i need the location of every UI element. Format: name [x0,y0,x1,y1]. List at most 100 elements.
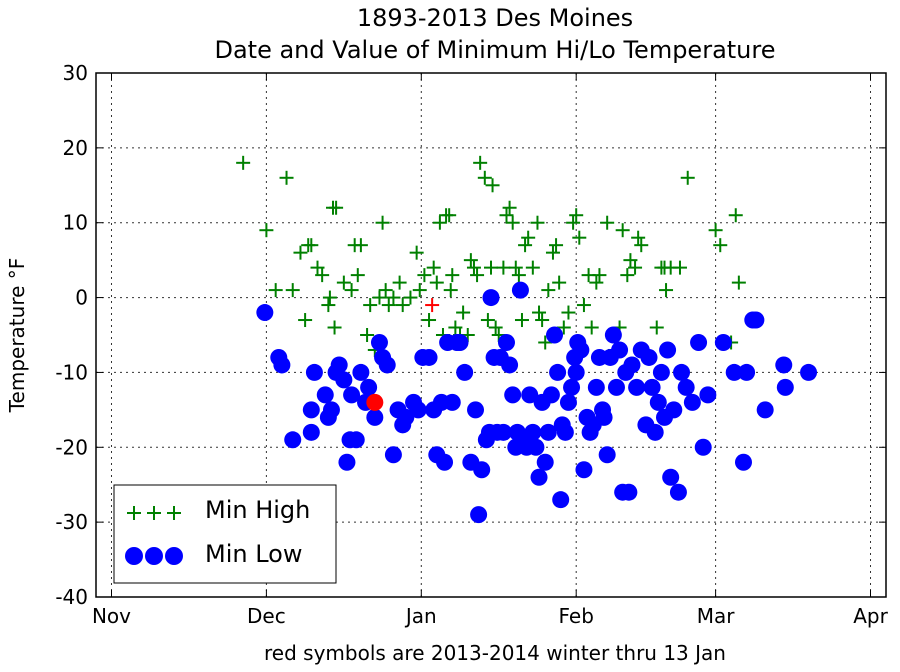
min-low-point [539,423,557,441]
min-high-point [485,178,500,193]
min-high-point [592,268,607,283]
min-high-point [521,230,536,245]
legend-plus-marker [127,506,141,520]
highlight-min-low-point [366,393,384,411]
min-high-point [426,260,441,275]
min-high-point [268,283,283,298]
min-low-point [587,378,605,396]
min-low-point [456,363,474,381]
min-low-point [546,326,564,344]
min-high-point [584,320,599,335]
min-low-point [662,468,680,486]
min-low-point [669,483,687,501]
legend: Min High Min Low [113,484,337,584]
min-low-point [504,386,522,404]
min-high-point [392,275,407,290]
min-high-point [473,155,488,170]
min-low-point [659,341,677,359]
min-high-point [360,328,375,342]
min-low-point [567,363,585,381]
min-low-point [649,393,667,411]
min-high-point [631,230,646,245]
min-high-point [556,320,571,335]
min-high-point [329,200,344,215]
min-low-point [607,378,625,396]
min-high-point [321,298,336,313]
min-low-point [470,506,488,524]
min-low-point [497,333,515,351]
min-high-point [448,320,463,335]
min-low-point [563,378,581,396]
min-low-point [595,408,613,426]
min-high-point [429,275,444,290]
min-high-point [381,298,396,313]
chart-title-line1: 1893-2013 Des Moines [357,4,633,32]
x-tick-label: Feb [558,604,593,628]
min-high-point [572,230,587,245]
min-high-point [514,313,529,328]
legend-circle-marker [145,547,163,565]
min-high-point [350,268,365,283]
min-high-point [378,283,393,298]
min-high-point [649,320,664,335]
min-high-point [499,208,514,223]
min-high-point [386,290,401,305]
min-high-point [236,155,251,170]
min-high-point [518,238,533,253]
min-low-point [643,378,661,396]
min-high-point [488,320,503,335]
x-tick-label: Nov [92,604,131,628]
min-low-point [628,378,646,396]
min-high-point [403,290,418,305]
min-low-point [646,423,664,441]
y-axis-ticks: 30 20 10 0 -10 -20 -30 -40 [55,61,886,609]
legend-circle-marker [165,547,183,565]
min-low-point [756,401,774,419]
min-high-point [304,238,319,253]
min-high-point [336,275,351,290]
min-high-point [344,283,359,298]
min-low-point [302,423,320,441]
min-low-point [420,348,438,366]
chart-title-line2: Date and Value of Minimum Hi/Lo Temperat… [214,36,775,64]
y-tick-label: -10 [55,360,88,384]
min-low-point [521,386,539,404]
x-tick-label: Mar [697,604,736,628]
y-axis-label: Temperature °F [5,258,29,414]
min-low-point [494,423,512,441]
min-low-point [343,386,361,404]
min-high-point [353,238,368,253]
min-low-point [620,483,638,501]
min-low-point [443,393,461,411]
min-low-point [527,438,545,456]
min-high-point [395,298,410,313]
min-high-point [589,275,604,290]
min-low-point [511,281,529,299]
min-low-point [699,386,717,404]
plot-frame [95,72,887,598]
min-low-point [322,401,340,419]
min-high-point [456,305,471,320]
min-high-point [508,260,523,275]
min-high-point [728,208,743,223]
min-high-point [731,275,746,290]
x-tick-label: Apr [853,604,888,628]
min-low-point [725,363,743,381]
min-low-point [683,393,701,411]
min-high-point [525,260,540,275]
min-high-point [445,268,460,283]
min-high-point [310,260,325,275]
min-low-point [409,401,427,419]
legend-min-low-marker [125,547,183,565]
min-high-point [708,223,723,238]
min-high-point [463,253,478,268]
min-high-point [502,200,517,215]
min-high-point [569,208,584,223]
min-high-point [713,238,728,253]
min-high-point [327,320,342,335]
min-high-point [623,253,638,268]
min-low-point [451,333,469,351]
min-high-point [322,290,337,305]
min-high-point [552,275,567,290]
min-low-point [673,363,691,381]
